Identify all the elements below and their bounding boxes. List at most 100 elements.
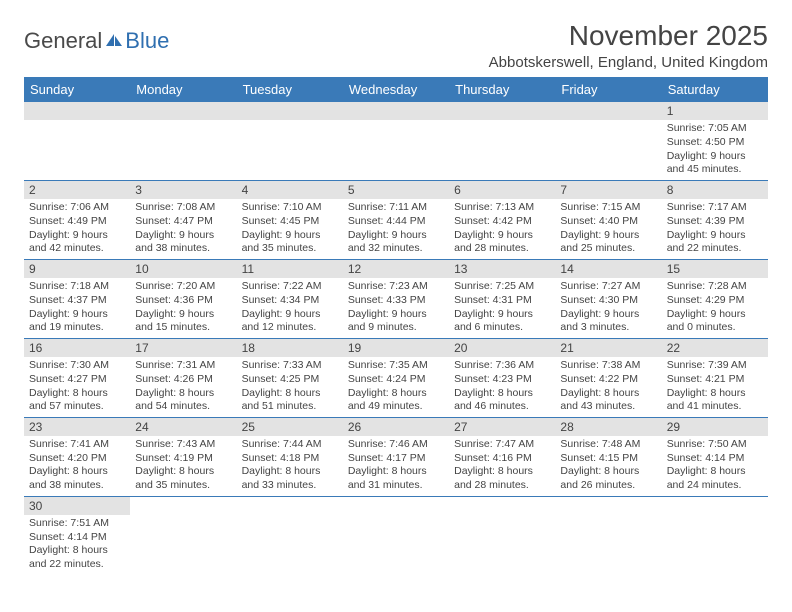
day-details: Sunrise: 7:13 AMSunset: 4:42 PMDaylight:… [449, 199, 555, 259]
day-cell [237, 102, 343, 180]
day-cell: 25Sunrise: 7:44 AMSunset: 4:18 PMDayligh… [237, 417, 343, 496]
week-row: 2Sunrise: 7:06 AMSunset: 4:49 PMDaylight… [24, 180, 768, 259]
day-cell: 24Sunrise: 7:43 AMSunset: 4:19 PMDayligh… [130, 417, 236, 496]
day-details: Sunrise: 7:15 AMSunset: 4:40 PMDaylight:… [555, 199, 661, 259]
day-details: Sunrise: 7:11 AMSunset: 4:44 PMDaylight:… [343, 199, 449, 259]
day-cell: 3Sunrise: 7:08 AMSunset: 4:47 PMDaylight… [130, 180, 236, 259]
day-number: 3 [130, 181, 236, 199]
day-details: Sunrise: 7:05 AMSunset: 4:50 PMDaylight:… [662, 120, 768, 180]
day-number: 22 [662, 339, 768, 357]
day-cell [662, 496, 768, 574]
day-details: Sunrise: 7:17 AMSunset: 4:39 PMDaylight:… [662, 199, 768, 259]
day-number: 15 [662, 260, 768, 278]
day-number [555, 102, 661, 120]
day-details: Sunrise: 7:06 AMSunset: 4:49 PMDaylight:… [24, 199, 130, 259]
day-cell: 22Sunrise: 7:39 AMSunset: 4:21 PMDayligh… [662, 338, 768, 417]
day-cell: 10Sunrise: 7:20 AMSunset: 4:36 PMDayligh… [130, 259, 236, 338]
sail-icon [104, 28, 124, 54]
logo-text-general: General [24, 28, 102, 54]
day-cell: 5Sunrise: 7:11 AMSunset: 4:44 PMDaylight… [343, 180, 449, 259]
day-cell: 8Sunrise: 7:17 AMSunset: 4:39 PMDaylight… [662, 180, 768, 259]
day-details: Sunrise: 7:44 AMSunset: 4:18 PMDaylight:… [237, 436, 343, 496]
day-details: Sunrise: 7:23 AMSunset: 4:33 PMDaylight:… [343, 278, 449, 338]
day-cell: 19Sunrise: 7:35 AMSunset: 4:24 PMDayligh… [343, 338, 449, 417]
day-cell: 15Sunrise: 7:28 AMSunset: 4:29 PMDayligh… [662, 259, 768, 338]
day-cell: 17Sunrise: 7:31 AMSunset: 4:26 PMDayligh… [130, 338, 236, 417]
day-number: 19 [343, 339, 449, 357]
day-number: 24 [130, 418, 236, 436]
day-cell: 26Sunrise: 7:46 AMSunset: 4:17 PMDayligh… [343, 417, 449, 496]
day-number: 30 [24, 497, 130, 515]
day-cell: 27Sunrise: 7:47 AMSunset: 4:16 PMDayligh… [449, 417, 555, 496]
day-details: Sunrise: 7:33 AMSunset: 4:25 PMDaylight:… [237, 357, 343, 417]
day-details: Sunrise: 7:41 AMSunset: 4:20 PMDaylight:… [24, 436, 130, 496]
day-details: Sunrise: 7:22 AMSunset: 4:34 PMDaylight:… [237, 278, 343, 338]
week-row: 16Sunrise: 7:30 AMSunset: 4:27 PMDayligh… [24, 338, 768, 417]
day-details: Sunrise: 7:51 AMSunset: 4:14 PMDaylight:… [24, 515, 130, 575]
day-cell: 16Sunrise: 7:30 AMSunset: 4:27 PMDayligh… [24, 338, 130, 417]
day-details: Sunrise: 7:25 AMSunset: 4:31 PMDaylight:… [449, 278, 555, 338]
day-number: 25 [237, 418, 343, 436]
day-cell [130, 496, 236, 574]
day-number: 5 [343, 181, 449, 199]
week-row: 23Sunrise: 7:41 AMSunset: 4:20 PMDayligh… [24, 417, 768, 496]
day-number [130, 102, 236, 120]
day-number: 10 [130, 260, 236, 278]
day-details: Sunrise: 7:38 AMSunset: 4:22 PMDaylight:… [555, 357, 661, 417]
day-details: Sunrise: 7:31 AMSunset: 4:26 PMDaylight:… [130, 357, 236, 417]
weekday-header: Monday [130, 77, 236, 102]
calendar: Sunday Monday Tuesday Wednesday Thursday… [24, 77, 768, 575]
day-number: 27 [449, 418, 555, 436]
weekday-header: Thursday [449, 77, 555, 102]
day-cell: 30Sunrise: 7:51 AMSunset: 4:14 PMDayligh… [24, 496, 130, 574]
day-number: 7 [555, 181, 661, 199]
weekday-header: Saturday [662, 77, 768, 102]
day-details: Sunrise: 7:10 AMSunset: 4:45 PMDaylight:… [237, 199, 343, 259]
day-cell: 28Sunrise: 7:48 AMSunset: 4:15 PMDayligh… [555, 417, 661, 496]
day-number: 12 [343, 260, 449, 278]
weekday-header: Wednesday [343, 77, 449, 102]
day-cell: 13Sunrise: 7:25 AMSunset: 4:31 PMDayligh… [449, 259, 555, 338]
calendar-body: 1Sunrise: 7:05 AMSunset: 4:50 PMDaylight… [24, 102, 768, 575]
logo: General Blue [24, 20, 169, 54]
day-cell: 6Sunrise: 7:13 AMSunset: 4:42 PMDaylight… [449, 180, 555, 259]
day-details: Sunrise: 7:48 AMSunset: 4:15 PMDaylight:… [555, 436, 661, 496]
logo-text-blue: Blue [125, 28, 169, 54]
day-cell [130, 102, 236, 180]
page: General Blue November 2025 Abbotskerswel… [0, 0, 792, 595]
day-details: Sunrise: 7:20 AMSunset: 4:36 PMDaylight:… [130, 278, 236, 338]
day-number: 8 [662, 181, 768, 199]
day-cell: 2Sunrise: 7:06 AMSunset: 4:49 PMDaylight… [24, 180, 130, 259]
day-number: 1 [662, 102, 768, 120]
day-cell [449, 496, 555, 574]
day-details: Sunrise: 7:28 AMSunset: 4:29 PMDaylight:… [662, 278, 768, 338]
day-number: 29 [662, 418, 768, 436]
day-cell: 29Sunrise: 7:50 AMSunset: 4:14 PMDayligh… [662, 417, 768, 496]
day-number: 9 [24, 260, 130, 278]
day-cell [449, 102, 555, 180]
day-details: Sunrise: 7:08 AMSunset: 4:47 PMDaylight:… [130, 199, 236, 259]
day-number: 14 [555, 260, 661, 278]
day-cell: 11Sunrise: 7:22 AMSunset: 4:34 PMDayligh… [237, 259, 343, 338]
day-cell [343, 496, 449, 574]
day-details: Sunrise: 7:47 AMSunset: 4:16 PMDaylight:… [449, 436, 555, 496]
weekday-header: Tuesday [237, 77, 343, 102]
day-cell: 7Sunrise: 7:15 AMSunset: 4:40 PMDaylight… [555, 180, 661, 259]
weekday-header: Sunday [24, 77, 130, 102]
month-title: November 2025 [489, 20, 768, 52]
day-number [237, 102, 343, 120]
day-number: 13 [449, 260, 555, 278]
day-number: 21 [555, 339, 661, 357]
day-number: 18 [237, 339, 343, 357]
weekday-row: Sunday Monday Tuesday Wednesday Thursday… [24, 77, 768, 102]
day-cell [555, 102, 661, 180]
header: General Blue November 2025 Abbotskerswel… [24, 20, 768, 71]
day-number: 16 [24, 339, 130, 357]
day-cell [237, 496, 343, 574]
week-row: 9Sunrise: 7:18 AMSunset: 4:37 PMDaylight… [24, 259, 768, 338]
day-details: Sunrise: 7:27 AMSunset: 4:30 PMDaylight:… [555, 278, 661, 338]
day-details: Sunrise: 7:39 AMSunset: 4:21 PMDaylight:… [662, 357, 768, 417]
day-number: 4 [237, 181, 343, 199]
day-number: 2 [24, 181, 130, 199]
day-cell: 14Sunrise: 7:27 AMSunset: 4:30 PMDayligh… [555, 259, 661, 338]
